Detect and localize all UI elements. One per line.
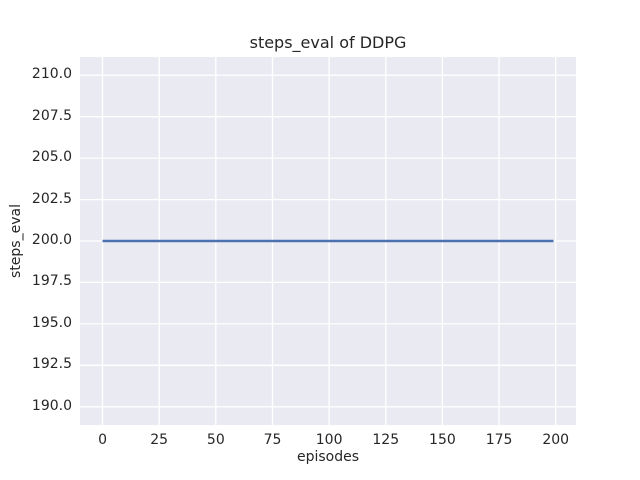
x-tick-label: 75: [263, 432, 282, 448]
x-tick-label: 25: [150, 432, 169, 448]
y-tick-label: 200.0: [31, 232, 72, 248]
x-tick-label: 175: [485, 432, 513, 448]
x-tick-label: 150: [429, 432, 456, 448]
y-tick-label: 205.0: [31, 149, 72, 166]
x-tick-label: 100: [315, 432, 343, 448]
plot-area: [80, 57, 576, 425]
y-tick-label: 207.5: [31, 107, 72, 124]
y-tick-label: 202.5: [31, 190, 72, 207]
x-axis-label: episodes: [296, 449, 360, 465]
y-axis-label: steps_eval: [8, 204, 24, 278]
x-tick-label: 200: [542, 432, 570, 448]
x-tick-label: 0: [98, 432, 107, 448]
y-tick-label: 197.5: [31, 273, 72, 290]
y-tick-label: 195.0: [31, 314, 72, 331]
y-tick-label: 192.5: [31, 356, 72, 373]
x-tick-label: 50: [206, 432, 225, 448]
y-tick-label: 190.0: [31, 397, 72, 414]
plot-canvas: [80, 57, 576, 425]
chart-title: steps_eval of DDPG: [249, 33, 407, 52]
y-tick-label: 210.0: [31, 66, 72, 83]
x-tick-label: 125: [372, 432, 400, 448]
